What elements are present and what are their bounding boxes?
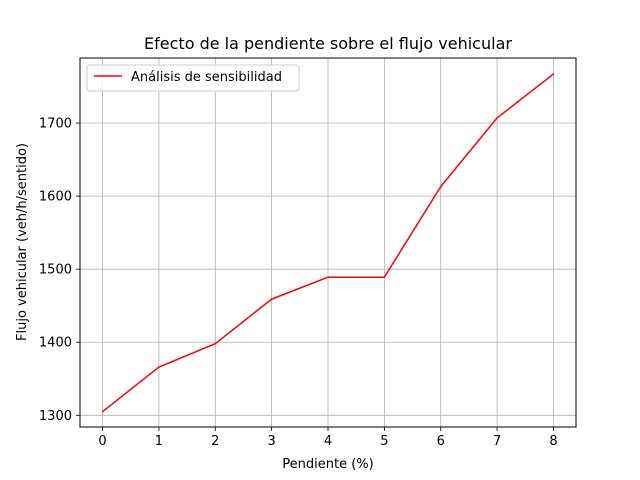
y-tick-label: 1500 — [39, 263, 72, 278]
chart-title: Efecto de la pendiente sobre el flujo ve… — [144, 34, 512, 53]
x-axis-label: Pendiente (%) — [282, 457, 373, 472]
data-point — [552, 73, 555, 75]
data-point — [101, 410, 104, 413]
data-point — [270, 298, 273, 300]
x-tick-label: 1 — [155, 434, 163, 449]
data-point — [327, 276, 329, 278]
x-tick-label: 5 — [380, 434, 388, 449]
x-tick-label: 4 — [324, 434, 332, 449]
grid — [80, 58, 576, 427]
x-tick-label: 6 — [437, 434, 445, 449]
x-tick-label: 0 — [98, 434, 106, 449]
y-axis-label: Flujo vehicular (veh/h/sentido) — [15, 143, 30, 341]
data-point — [439, 185, 442, 188]
data-point — [383, 276, 386, 278]
x-tick-label: 7 — [493, 434, 501, 449]
data-point — [496, 117, 498, 119]
series — [101, 73, 555, 413]
y-tick-label: 1700 — [39, 117, 72, 132]
data-point — [214, 342, 217, 345]
legend-box — [86, 64, 300, 92]
x-tick-label: 8 — [549, 434, 557, 449]
y-tick-label: 1400 — [39, 336, 72, 351]
data-point — [158, 366, 160, 368]
x-tick-label: 3 — [267, 434, 275, 449]
y-tick-label: 1600 — [39, 190, 72, 205]
plot-frame — [79, 57, 577, 428]
legend-label: Análisis de sensibilidad — [131, 70, 282, 85]
y-tick-label: 1300 — [39, 409, 72, 424]
legend: Análisis de sensibilidad — [86, 64, 300, 92]
axis-ticks: 0 1 2 3 4 5 6 7 8 1300 1400 1500 1600 1700 — [39, 117, 558, 449]
x-tick-label: 2 — [211, 434, 219, 449]
